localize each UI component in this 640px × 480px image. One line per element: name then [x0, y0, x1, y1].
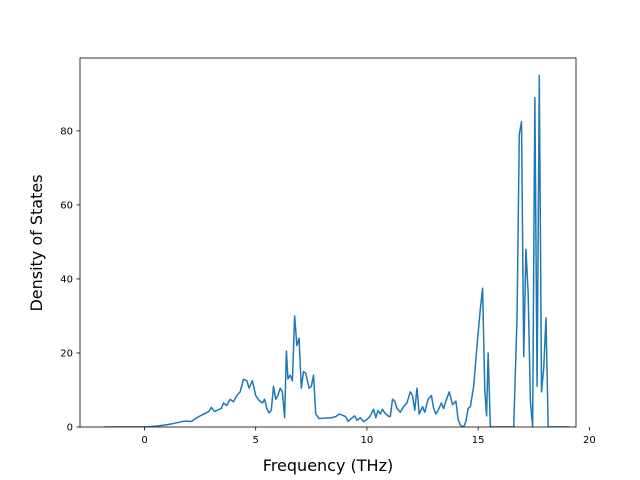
x-tick-label: 20	[583, 435, 596, 446]
axes: 0 5 10 15 20 0 20 40 60 80	[60, 57, 596, 446]
y-axis-label: Density of States	[27, 174, 46, 311]
plot-area	[104, 74, 570, 427]
y-tick-label: 60	[60, 200, 73, 211]
y-tick-label: 0	[67, 423, 73, 434]
x-tick-label: 0	[141, 435, 147, 446]
series-line-0	[104, 74, 570, 427]
x-axis-label: Frequency (THz)	[263, 456, 393, 475]
y-tick-label: 80	[60, 126, 73, 137]
y-tick-label: 40	[60, 274, 73, 285]
x-tick-label: 5	[253, 435, 259, 446]
plot-frame	[79, 57, 577, 428]
x-tick-label: 15	[472, 435, 485, 446]
y-tick-label: 20	[60, 348, 73, 359]
x-tick-label: 10	[361, 435, 374, 446]
